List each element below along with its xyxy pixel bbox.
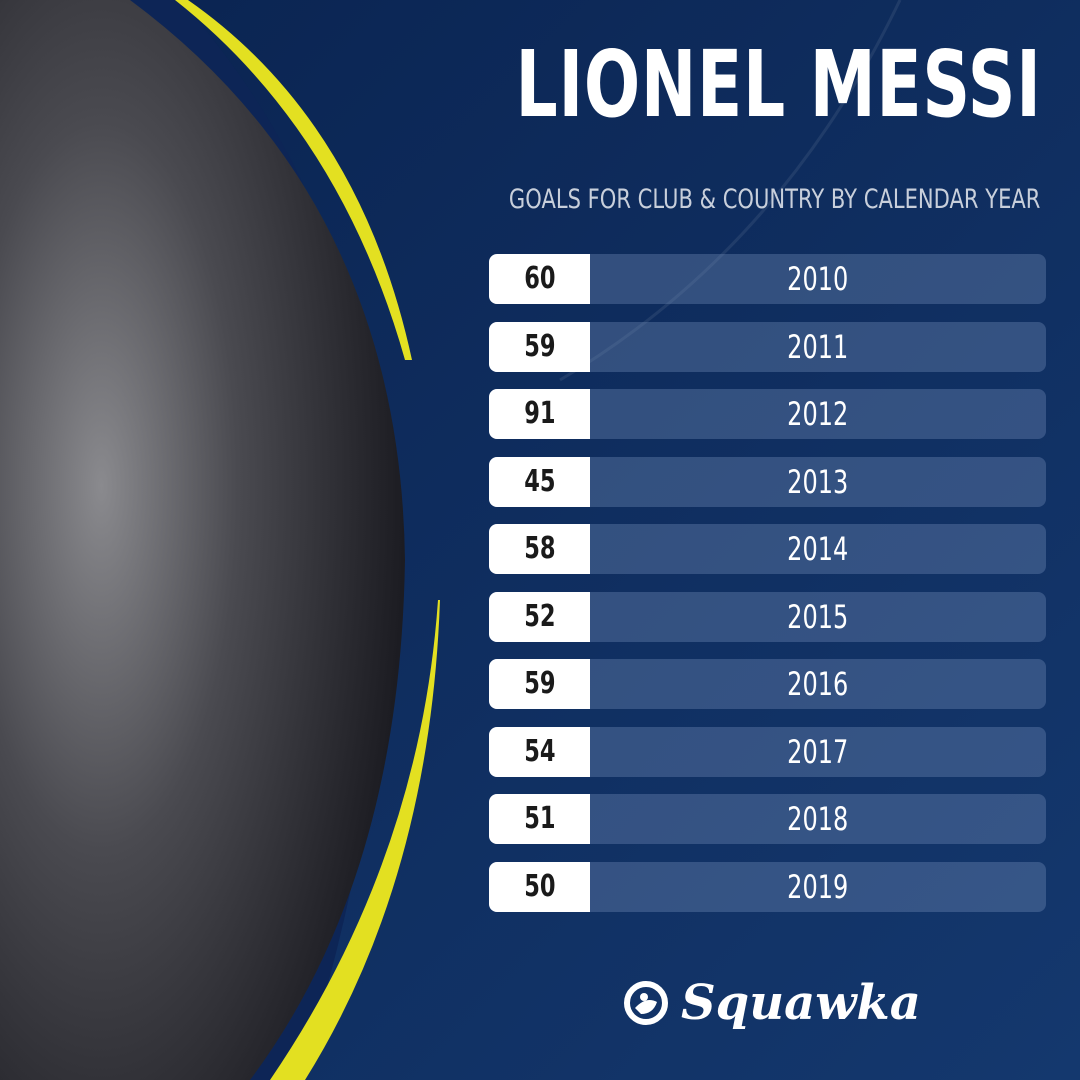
table-row: 59 2016	[489, 659, 1046, 709]
page-subtitle: GOALS FOR CLUB & COUNTRY BY CALENDAR YEA…	[508, 184, 1040, 215]
goals-text: 54	[523, 733, 556, 769]
year-text: 2015	[787, 597, 849, 636]
goals-value: 45	[489, 456, 590, 507]
goals-value: 50	[489, 861, 590, 912]
year-text: 2017	[787, 732, 849, 771]
table-row: 91 2012	[489, 389, 1046, 439]
goals-text: 45	[523, 463, 556, 499]
year-label: 2018	[590, 794, 1046, 844]
year-label: 2012	[590, 389, 1046, 439]
player-portrait	[0, 0, 405, 1080]
year-label: 2014	[590, 524, 1046, 574]
goals-value: 51	[489, 794, 590, 844]
table-row: 45 2013	[489, 456, 1046, 507]
year-label: 2016	[590, 659, 1046, 709]
page-title: LIONEL MESSI	[515, 31, 1042, 138]
yellow-arc-bottom	[270, 600, 440, 1080]
year-text: 2010	[787, 260, 849, 298]
table-row: 54 2017	[489, 726, 1046, 777]
goals-value: 58	[489, 524, 590, 574]
goals-text: 51	[523, 801, 556, 836]
goals-text: 59	[523, 328, 556, 364]
goals-value: 59	[489, 659, 590, 709]
table-row: 59 2011	[489, 321, 1046, 372]
goals-text: 58	[523, 531, 556, 566]
goals-value: 59	[489, 321, 590, 372]
goals-text: 91	[523, 396, 556, 431]
year-label: 2010	[590, 254, 1046, 304]
squawka-logo: Squawka	[623, 975, 921, 1031]
year-text: 2018	[787, 800, 849, 838]
table-row: 50 2019	[489, 861, 1046, 912]
table-row: 51 2018	[489, 794, 1046, 844]
goals-value: 52	[489, 591, 590, 642]
table-row: 58 2014	[489, 524, 1046, 574]
goals-text: 59	[523, 666, 556, 701]
year-text: 2011	[787, 327, 849, 366]
year-text: 2014	[787, 530, 849, 568]
goals-text: 60	[523, 261, 556, 296]
year-label: 2019	[590, 862, 1046, 912]
goals-text: 52	[523, 598, 556, 634]
goals-text: 50	[523, 868, 556, 904]
year-label: 2017	[590, 727, 1046, 777]
table-row: 52 2015	[489, 591, 1046, 642]
goals-value: 91	[489, 389, 590, 439]
year-label: 2015	[590, 592, 1046, 642]
goals-value: 54	[489, 726, 590, 777]
year-text: 2012	[787, 395, 849, 433]
year-text: 2019	[787, 867, 849, 906]
logo-text: Squawka	[681, 975, 921, 1031]
squawka-logo-icon	[624, 981, 668, 1025]
year-text: 2016	[787, 665, 849, 703]
year-label: 2011	[590, 322, 1046, 372]
year-text: 2013	[787, 462, 849, 501]
goals-value: 60	[489, 254, 590, 304]
year-label: 2013	[590, 457, 1046, 507]
table-row: 60 2010	[489, 254, 1046, 304]
